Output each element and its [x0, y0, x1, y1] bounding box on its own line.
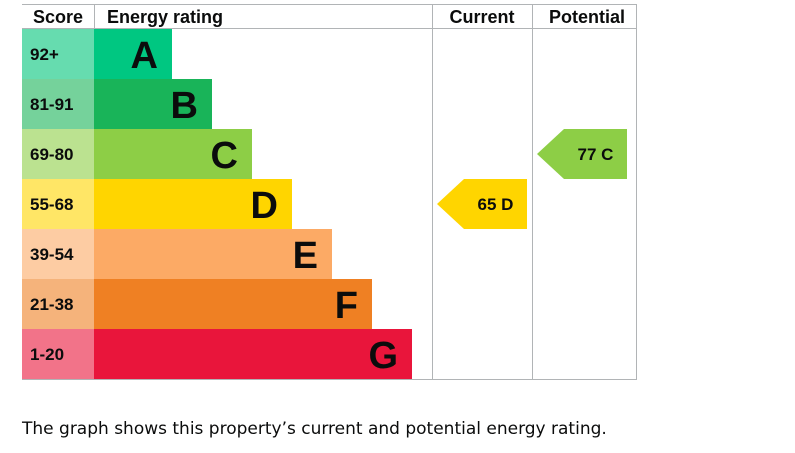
- score-cell-b: [22, 79, 94, 129]
- header-score: Score: [33, 7, 83, 27]
- rating-bands: 92+ A 81-91 B 69-80 C 55-68 D 39-54 E 21-38 F 1-20 G: [22, 29, 412, 379]
- band-bar-c: [94, 129, 252, 179]
- score-label-b: 81-91: [30, 95, 73, 114]
- band-bar-f: [94, 279, 372, 329]
- band-bar-b: [94, 79, 212, 129]
- band-letter-g: G: [368, 335, 398, 377]
- score-label-a: 92+: [30, 45, 59, 64]
- potential-rating-arrow: [537, 129, 627, 179]
- score-cell-g: [22, 329, 94, 379]
- score-label-d: 55-68: [30, 195, 73, 214]
- score-cell-e: [22, 229, 94, 279]
- score-label-c: 69-80: [30, 145, 73, 164]
- current-rating-arrow: [437, 179, 527, 229]
- band-letter-f: F: [335, 285, 358, 327]
- score-cell-a: [22, 29, 94, 79]
- band-letter-c: C: [211, 135, 238, 177]
- band-letter-e: E: [293, 235, 318, 277]
- potential-rating-label: 77 C: [578, 145, 614, 164]
- rating-arrows: 65 D 77 C: [437, 129, 627, 229]
- epc-chart: Score Energy rating Current Potential 92…: [22, 4, 637, 380]
- score-cell-d: [22, 179, 94, 229]
- band-bar-a: [94, 29, 172, 79]
- score-label-e: 39-54: [30, 245, 74, 264]
- header-current: Current: [449, 7, 514, 27]
- header-potential: Potential: [549, 7, 625, 27]
- score-cell-f: [22, 279, 94, 329]
- grid-lines: [22, 4, 637, 380]
- chart-caption: The graph shows this property’s current …: [22, 419, 607, 439]
- score-label-g: 1-20: [30, 345, 64, 364]
- current-rating-label: 65 D: [478, 195, 514, 214]
- band-letter-b: B: [171, 85, 198, 127]
- header-energy-rating: Energy rating: [107, 7, 223, 27]
- score-label-f: 21-38: [30, 295, 73, 314]
- band-bar-e: [94, 229, 332, 279]
- score-cell-c: [22, 129, 94, 179]
- band-letter-a: A: [131, 35, 158, 77]
- band-bar-d: [94, 179, 292, 229]
- band-letter-d: D: [251, 185, 278, 227]
- band-bar-g: [94, 329, 412, 379]
